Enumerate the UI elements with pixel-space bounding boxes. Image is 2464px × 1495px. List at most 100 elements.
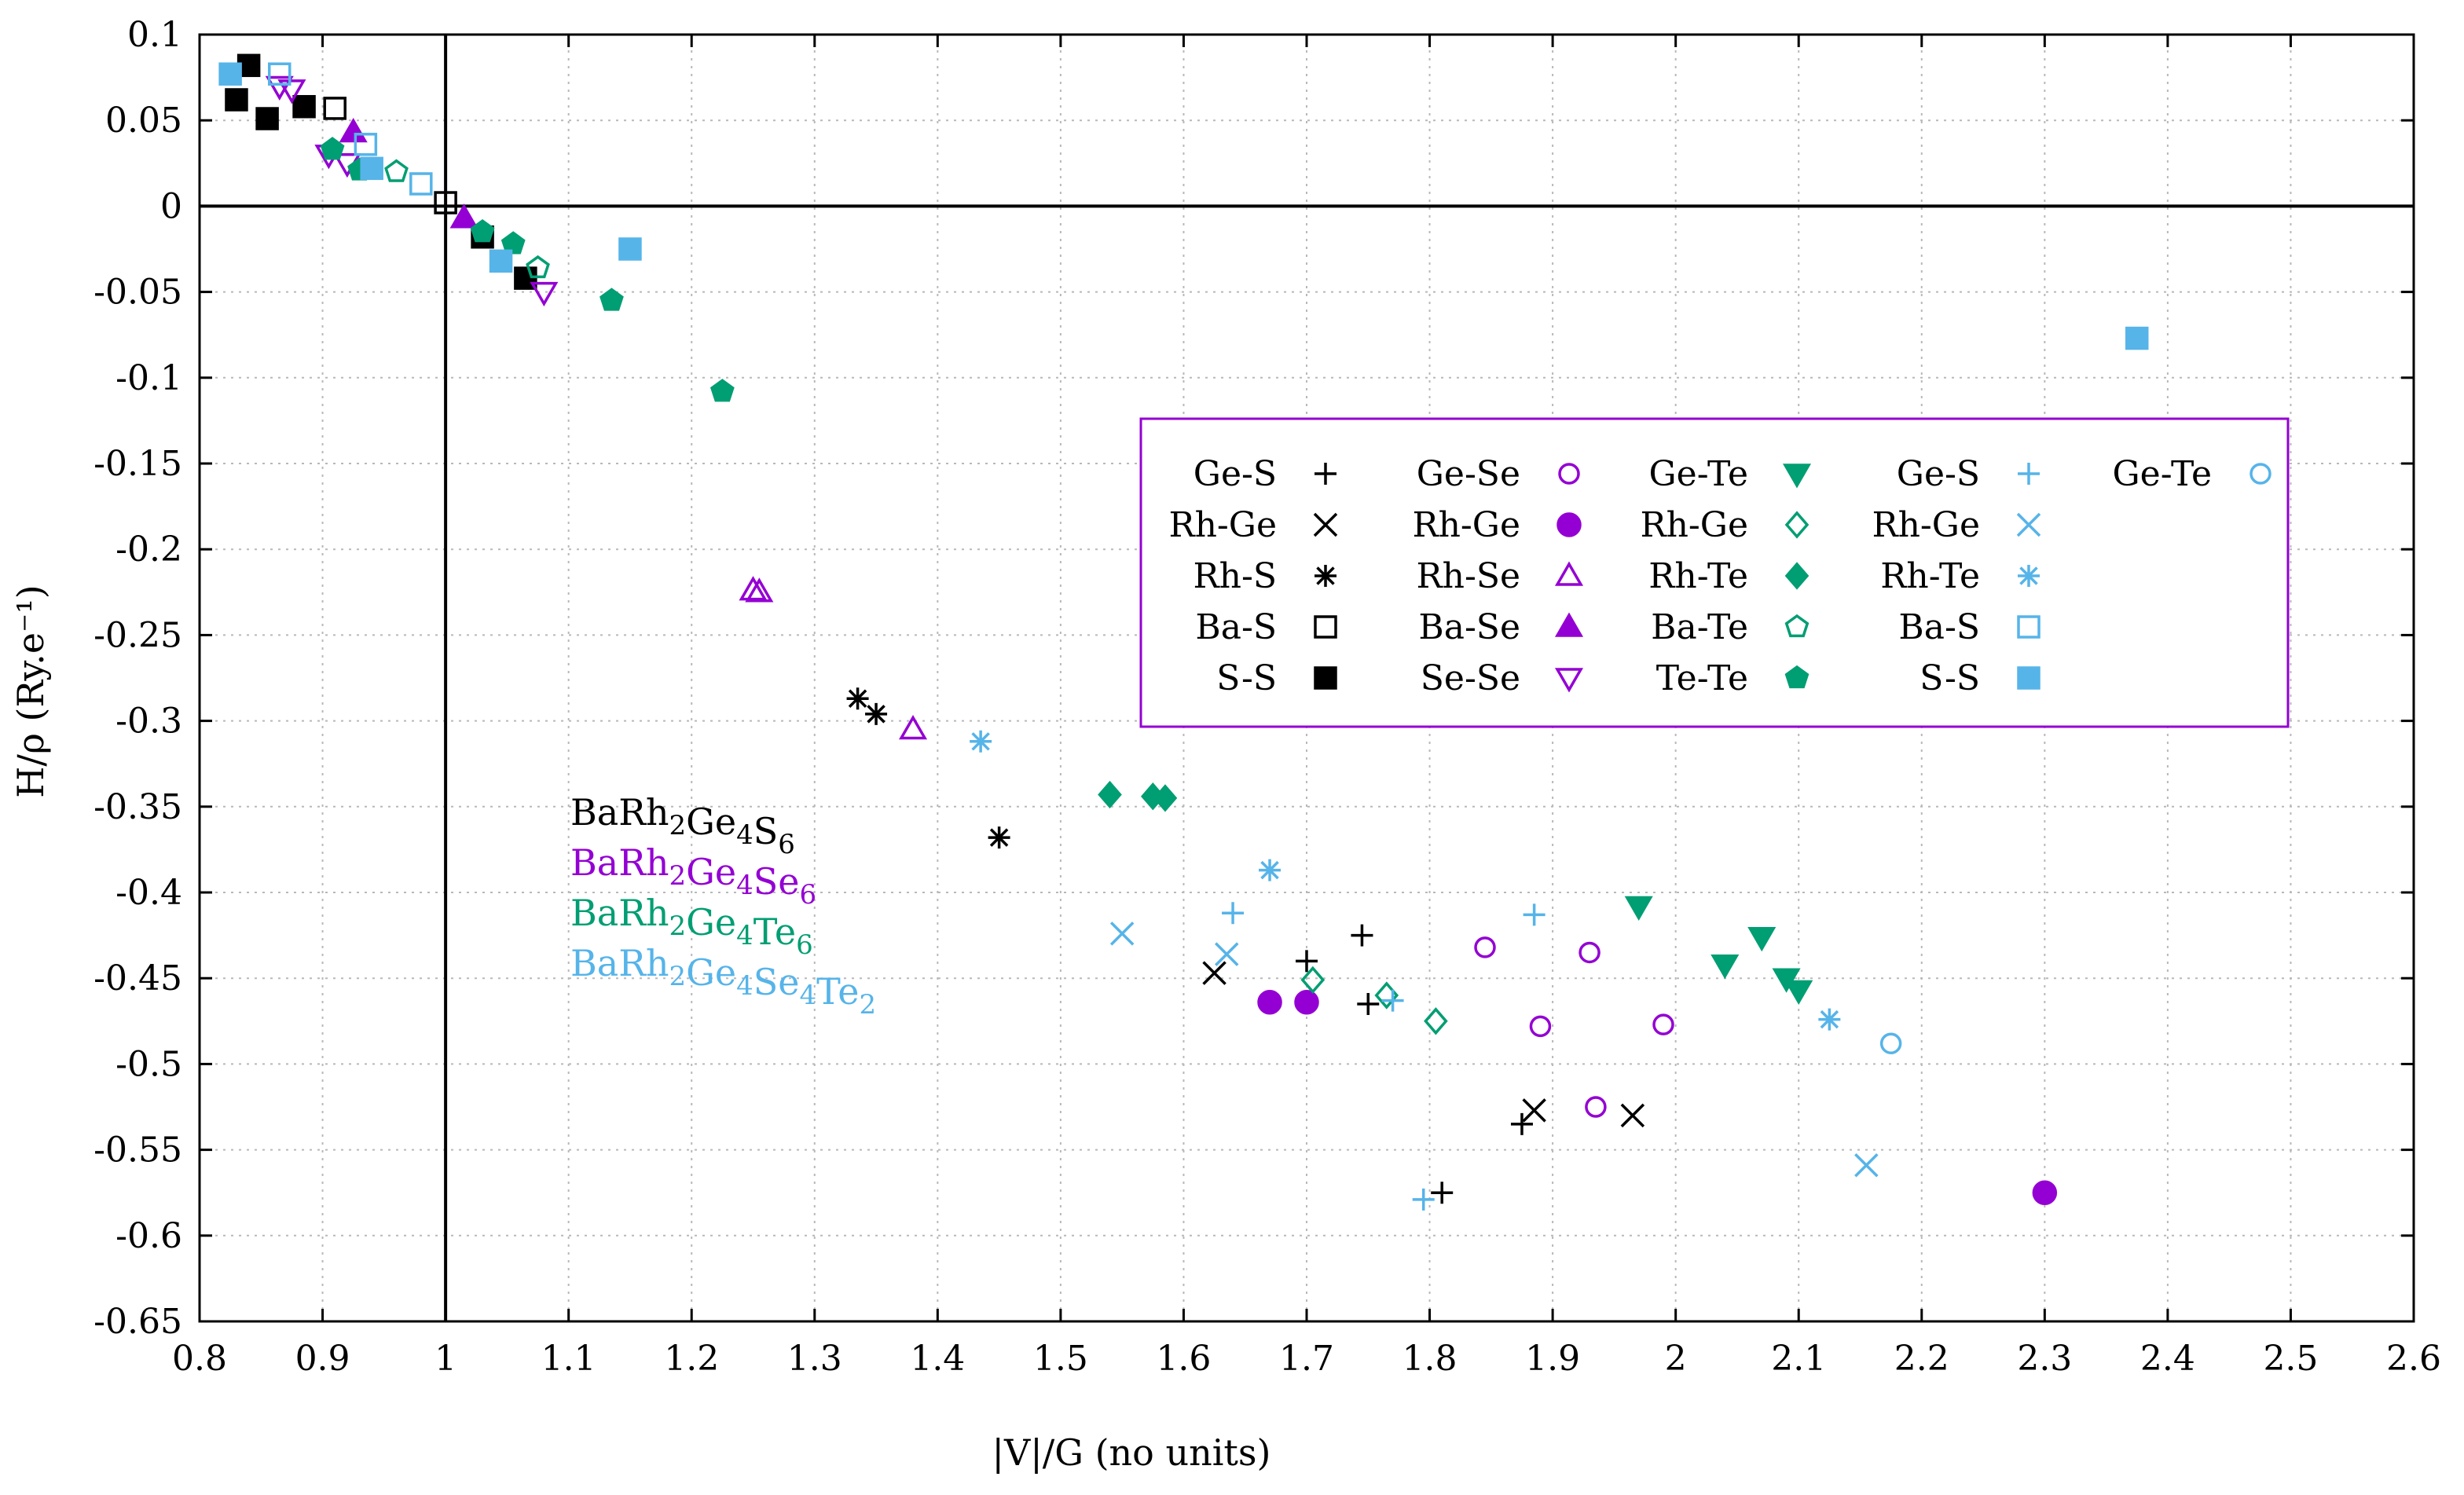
series-BaRh2Ge4Se4Te2-Ba-S	[268, 62, 433, 196]
legend-label: Rh-Ge	[1412, 505, 1520, 545]
data-point	[1424, 1007, 1448, 1035]
data-point	[1294, 990, 1319, 1015]
legend-marker	[2250, 463, 2272, 485]
data-point	[1529, 1015, 1552, 1038]
data-point	[500, 231, 526, 255]
data-point	[1523, 903, 1546, 926]
x-tick-label: 1.7	[1279, 1339, 1334, 1379]
series-BaRh2Ge4Te6-Rh-Te	[1098, 780, 1178, 812]
x-axis-label: |V|/G (no units)	[992, 1431, 1271, 1474]
data-point	[1381, 989, 1404, 1012]
data-point	[1772, 968, 1801, 993]
y-tick-label: -0.45	[94, 958, 182, 998]
legend-marker	[2017, 666, 2040, 690]
plot-frame	[198, 33, 2415, 1323]
y-tick-label: -0.2	[116, 529, 182, 570]
y-tick-label: -0.25	[94, 615, 182, 655]
x-tick-label: 1	[434, 1339, 456, 1379]
grid	[200, 35, 2414, 1321]
series-BaRh2Ge4Se6-Rh-Se	[739, 576, 928, 740]
data-point	[218, 62, 242, 86]
legend-label: Ba-Se	[1418, 607, 1520, 647]
series-BaRh2Ge4Se6-Ba-Se	[339, 117, 478, 229]
legend-label: Rh-S	[1194, 556, 1277, 596]
axes	[198, 33, 2415, 1323]
x-tick-label: 1.4	[910, 1339, 965, 1379]
data-point	[268, 62, 292, 86]
data-point	[2125, 326, 2149, 350]
data-point	[739, 576, 768, 601]
data-point	[434, 191, 457, 214]
data-point	[1357, 992, 1380, 1015]
data-point	[255, 107, 279, 130]
data-point	[449, 203, 478, 229]
series-BaRh2Ge4Se4Te2-S-S	[218, 62, 2149, 350]
legend-marker	[1314, 666, 1337, 690]
data-point	[470, 218, 495, 243]
series-BaRh2Ge4Se4Te2-Rh-Te	[970, 730, 1841, 1031]
data-point	[1510, 1112, 1533, 1135]
series-BaRh2Ge4Se6-Ge-Se	[1474, 936, 1674, 1118]
data-point	[1620, 1103, 1645, 1128]
x-tick-label: 0.9	[295, 1339, 350, 1379]
data-point	[1854, 1153, 1879, 1178]
data-point	[1818, 1008, 1841, 1031]
data-point	[865, 702, 888, 725]
data-points	[218, 53, 2149, 1211]
data-point	[745, 577, 774, 603]
legend-label: Ge-Se	[1417, 454, 1520, 494]
y-tick-label: -0.4	[116, 873, 182, 913]
legend-marker	[1782, 464, 1812, 489]
y-tick-label: -0.55	[94, 1130, 182, 1171]
data-point	[360, 156, 383, 181]
data-point	[1109, 922, 1135, 946]
y-tick-label: -0.1	[116, 358, 182, 398]
legend-label: Rh-Ge	[1640, 505, 1748, 545]
legend-label: S-S	[1216, 658, 1277, 698]
legend: Ge-S Rh-Ge Rh-S Ba-S S-S Ge-Se Rh-Ge Rh-Se Ba-Se…	[1139, 417, 2290, 728]
y-tick-label: -0.35	[94, 787, 182, 827]
x-tick-label: 2.6	[2386, 1339, 2441, 1379]
series-BaRh2Ge4Se6-Rh-Ge	[1257, 990, 2058, 1205]
series-BaRh2Ge4Te6-Ge-Te	[1624, 896, 1813, 1005]
x-tick-label: 1.6	[1156, 1339, 1211, 1379]
legend-label: Rh-Se	[1416, 556, 1520, 596]
compound-labels: BaRh2Ge4S6BaRh2Ge4Se6BaRh2Ge4Te6BaRh2Ge4…	[570, 791, 876, 1020]
data-point	[846, 687, 869, 710]
data-point	[1652, 1013, 1674, 1035]
series-BaRh2Ge4S6-Rh-Ge	[1202, 961, 1645, 1128]
series-BaRh2Ge4S6-Rh-S	[846, 687, 1010, 849]
data-point	[292, 94, 316, 119]
legend-marker	[1554, 561, 1584, 586]
legend-marker	[1554, 612, 1584, 637]
data-point	[710, 379, 735, 402]
data-point	[1585, 1096, 1607, 1118]
legend-marker	[1784, 665, 1810, 689]
x-tick-label: 2.3	[2017, 1339, 2072, 1379]
series-BaRh2Ge4Se4Te2-Ge-Te	[1879, 1032, 1902, 1054]
data-point	[1578, 941, 1600, 964]
data-point	[898, 715, 928, 740]
data-point	[1474, 936, 1496, 958]
legend-label: Ba-S	[1898, 607, 1980, 647]
series-BaRh2Ge4S6-Ba-S	[323, 97, 457, 214]
legend-marker	[1313, 512, 1338, 537]
legend-label: Ge-S	[1897, 454, 1980, 494]
legend-marker	[1554, 668, 1584, 693]
data-point	[1296, 950, 1318, 973]
data-point	[339, 117, 368, 143]
legend-marker	[1558, 463, 1580, 485]
data-point	[320, 137, 345, 160]
legend-marker	[1784, 511, 1810, 539]
data-point	[1098, 780, 1122, 809]
legend-marker	[2018, 463, 2040, 485]
legend-label: Ba-Te	[1651, 607, 1748, 647]
legend-marker	[1784, 562, 1810, 590]
legend-marker	[1556, 512, 1582, 537]
legend-label: Rh-Ge	[1168, 505, 1277, 545]
data-point	[1624, 896, 1653, 921]
x-tick-label: 1.8	[1402, 1339, 1458, 1379]
data-point	[1257, 990, 1282, 1015]
data-point	[1351, 924, 1373, 947]
data-point	[2032, 1180, 2058, 1205]
